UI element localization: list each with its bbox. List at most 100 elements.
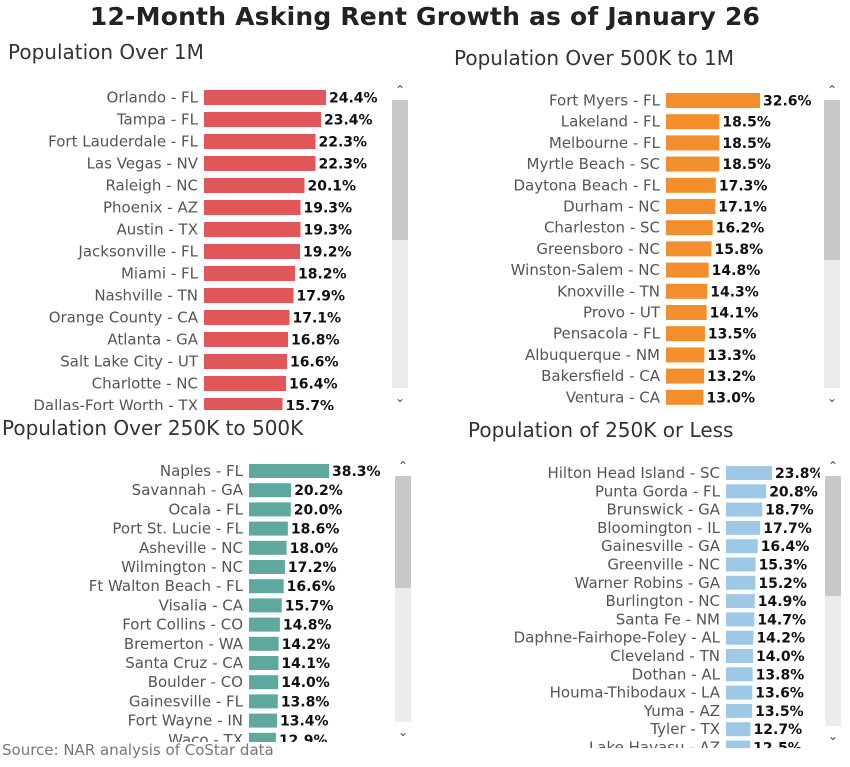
scroll-thumb[interactable] — [395, 476, 411, 588]
bar-hilton-head-island-sc[interactable] — [726, 466, 772, 480]
bar-ft-walton-beach-fl[interactable] — [249, 579, 284, 594]
value-label-naples-fl: 38.3% — [332, 464, 381, 480]
value-label-brunswick-ga: 18.7% — [765, 503, 814, 519]
chevron-down-icon[interactable]: ⌄ — [394, 391, 406, 405]
bar-lake-havasu-az[interactable] — [726, 740, 751, 749]
bar-waco-tx[interactable] — [249, 732, 276, 742]
bar-bloomington-il[interactable] — [726, 520, 761, 535]
bar-dallas-fort-worth-tx[interactable] — [204, 398, 283, 410]
value-label-lake-havasu-az: 12.5% — [753, 741, 802, 749]
bar-lakeland-fl[interactable] — [666, 114, 720, 130]
scrollbar[interactable]: ⌃ ⌄ — [393, 456, 413, 742]
bar-gainesville-fl[interactable] — [249, 694, 278, 709]
bar-gainesville-ga[interactable] — [726, 539, 758, 554]
bar-orlando-fl[interactable] — [204, 90, 326, 105]
bar-port-st-lucie-fl[interactable] — [249, 521, 288, 536]
scroll-thumb[interactable] — [825, 476, 841, 596]
bar-greenville-nc[interactable] — [726, 557, 756, 572]
value-label-waco-tx: 12.9% — [279, 733, 328, 742]
bar-naples-fl[interactable] — [249, 464, 329, 478]
bar-warner-robins-ga[interactable] — [726, 575, 756, 590]
bar-jacksonville-fl[interactable] — [204, 244, 300, 259]
bar-fort-collins-co[interactable] — [249, 617, 280, 632]
value-label-orange-county-ca: 17.1% — [293, 311, 342, 327]
category-label-fort-wayne-in: Fort Wayne - IN — [128, 712, 243, 730]
bar-melbourne-fl[interactable] — [666, 135, 720, 151]
bar-fort-lauderdale-fl[interactable] — [204, 134, 316, 149]
bar-pensacola-fl[interactable] — [666, 326, 705, 342]
value-label-bakersfield-ca: 13.2% — [707, 369, 756, 385]
bar-ventura-ca[interactable] — [666, 389, 704, 405]
bar-bakersfield-ca[interactable] — [666, 368, 705, 384]
bar-raleigh-nc[interactable] — [204, 178, 305, 193]
bar-tyler-tx[interactable] — [726, 722, 751, 737]
bar-wilmington-nc[interactable] — [249, 560, 285, 574]
scroll-thumb[interactable] — [392, 100, 408, 240]
bar-salt-lake-city-ut[interactable] — [204, 354, 287, 369]
bar-provo-ut[interactable] — [666, 305, 707, 320]
scroll-thumb[interactable] — [824, 100, 840, 260]
bar-las-vegas-nv[interactable] — [204, 156, 316, 171]
scrollbar[interactable]: ⌃ ⌄ — [823, 456, 843, 746]
bar-brunswick-ga[interactable] — [726, 502, 763, 517]
bar-fort-wayne-in[interactable] — [249, 713, 277, 728]
category-label-ventura-ca: Ventura - CA — [566, 388, 661, 406]
bar-orange-county-ca[interactable] — [204, 310, 290, 325]
bar-charlotte-nc[interactable] — [204, 376, 286, 391]
category-label-dallas-fort-worth-tx: Dallas-Fort Worth - TX — [33, 397, 198, 411]
chevron-down-icon[interactable]: ⌄ — [827, 729, 839, 743]
bar-winston-salem-nc[interactable] — [666, 262, 709, 278]
chevron-up-icon[interactable]: ⌃ — [397, 459, 409, 473]
chevron-down-icon[interactable]: ⌄ — [826, 391, 838, 405]
bar-cleveland-tn[interactable] — [726, 649, 754, 663]
bar-albuquerque-nm[interactable] — [666, 347, 705, 363]
bar-visalia-ca[interactable] — [249, 598, 282, 613]
bar-savannah-ga[interactable] — [249, 483, 292, 498]
value-label-houma-thibodaux-la: 13.6% — [755, 686, 804, 702]
bar-durham-nc[interactable] — [666, 199, 716, 214]
page-title: 12-Month Asking Rent Growth as of Januar… — [89, 2, 761, 31]
bar-burlington-nc[interactable] — [726, 594, 755, 609]
scrollbar[interactable]: ⌃ ⌄ — [822, 80, 842, 408]
bar-houma-thibodaux-la[interactable] — [726, 685, 753, 700]
bar-fort-myers-fl[interactable] — [666, 93, 760, 108]
value-label-daytona-beach-fl: 17.3% — [719, 178, 768, 194]
value-label-ventura-ca: 13.0% — [706, 390, 755, 406]
bar-boulder-co[interactable] — [249, 675, 279, 690]
bar-dothan-al[interactable] — [726, 667, 753, 682]
bar-nashville-tn[interactable] — [204, 288, 294, 303]
category-label-austin-tx: Austin - TX — [116, 221, 198, 239]
bar-greensboro-nc[interactable] — [666, 241, 712, 257]
bar-myrtle-beach-sc[interactable] — [666, 156, 720, 172]
bar-santa-cruz-ca[interactable] — [249, 656, 279, 670]
bar-bremerton-wa[interactable] — [249, 636, 279, 651]
value-label-orlando-fl: 24.4% — [329, 91, 378, 107]
value-label-knoxville-tn: 14.3% — [710, 284, 759, 300]
bar-miami-fl[interactable] — [204, 266, 295, 281]
chevron-up-icon[interactable]: ⌃ — [827, 459, 839, 473]
bar-atlanta-ga[interactable] — [204, 332, 288, 347]
bar-yuma-az[interactable] — [726, 703, 753, 718]
bar-santa-fe-nm[interactable] — [726, 612, 755, 627]
bar-punta-gorda-fl[interactable] — [726, 484, 767, 499]
value-label-warner-robins-ga: 15.2% — [758, 576, 807, 592]
bar-charleston-sc[interactable] — [666, 220, 713, 236]
category-label-port-st-lucie-fl: Port St. Lucie - FL — [112, 520, 243, 538]
chevron-up-icon[interactable]: ⌃ — [826, 83, 838, 97]
category-label-winston-salem-nc: Winston-Salem - NC — [511, 261, 660, 279]
scrollbar[interactable]: ⌃ ⌄ — [390, 80, 410, 408]
bar-ocala-fl[interactable] — [249, 502, 291, 517]
value-label-gainesville-ga: 16.4% — [761, 539, 810, 555]
bar-asheville-nc[interactable] — [249, 540, 287, 555]
bar-austin-tx[interactable] — [204, 222, 301, 237]
bar-phoenix-az[interactable] — [204, 200, 301, 215]
bar-tampa-fl[interactable] — [204, 112, 321, 127]
bar-daphne-fairhope-foley-al[interactable] — [726, 630, 754, 645]
bar-knoxville-tn[interactable] — [666, 283, 708, 299]
chevron-down-icon[interactable]: ⌄ — [397, 725, 409, 739]
value-label-charlotte-nc: 16.4% — [289, 377, 338, 393]
chevron-up-icon[interactable]: ⌃ — [394, 83, 406, 97]
category-label-warner-robins-ga: Warner Robins - GA — [575, 574, 721, 592]
bar-daytona-beach-fl[interactable] — [666, 177, 716, 193]
category-label-miami-fl: Miami - FL — [121, 265, 199, 283]
